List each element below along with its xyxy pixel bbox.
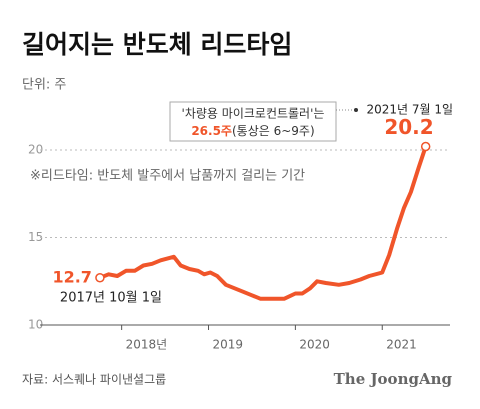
x-tick-label: 2019 [213, 338, 244, 352]
y-tick-label: 10 [28, 318, 43, 332]
end-marker [420, 141, 431, 152]
callout-highlight: 26.5주 [191, 124, 232, 138]
start-value: 12.7 [52, 267, 91, 286]
brand: The JoongAng [334, 370, 453, 388]
x-tick-label: 2020 [299, 338, 330, 352]
unit-label: 단위: 주 [22, 78, 66, 93]
callout-text: '차량용 마이크로컨트롤러'는 [182, 107, 325, 121]
y-tick-label: 20 [28, 143, 43, 157]
callout-text: 26.5주(통상은 6~9주) [191, 124, 314, 138]
start-date: 2017년 10월 1일 [60, 290, 162, 305]
callout-dot [354, 108, 358, 112]
x-tick-label: 2021 [386, 338, 417, 352]
series-line [97, 144, 428, 301]
source: 자료: 서스퀘나 파이낸셜그룹 [22, 373, 166, 387]
x-tick-label: 2018년 [126, 338, 168, 352]
end-date: 2021년 7월 1일 [366, 103, 453, 117]
end-marker [95, 273, 105, 283]
y-tick-label: 15 [28, 230, 43, 244]
end-value: 20.2 [384, 115, 433, 139]
callout-box [169, 101, 337, 142]
note: ※리드타임: 반도체 발주에서 납품까지 걸리는 기간 [30, 169, 305, 184]
callout-rest: (통상은 6~9주) [232, 124, 315, 138]
chart-title: 길어지는 반도체 리드타임 [22, 30, 292, 59]
